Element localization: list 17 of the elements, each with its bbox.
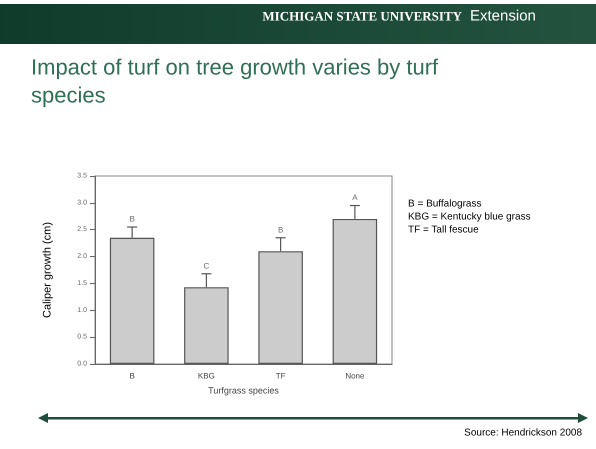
annotation: B	[278, 225, 284, 234]
x-axis-title: Turfgrass species	[208, 386, 280, 396]
chart-title: Impact of turf on tree growth varies by turf species	[31, 54, 444, 108]
text: KBG = Kentucky blue grass	[408, 212, 531, 222]
x-tick-label: None	[345, 372, 365, 380]
text: TF = Tall fescue	[408, 224, 480, 236]
annotation: A	[352, 193, 358, 202]
x-tick-label: TF	[276, 372, 286, 380]
y-axis-title: Caliper growth (cm)	[42, 222, 54, 318]
annotation: C	[203, 261, 210, 270]
annotation: B	[129, 214, 135, 224]
text: B = Buffalograss	[408, 198, 482, 210]
text: MICHIGAN STATE UNIVERSITY	[262, 8, 463, 24]
x-tick-label: B	[129, 372, 135, 380]
x-tick-label: KBG	[198, 372, 215, 380]
source-note: Source: Hendrickson 2008	[464, 428, 582, 438]
text: Extension	[470, 8, 536, 24]
